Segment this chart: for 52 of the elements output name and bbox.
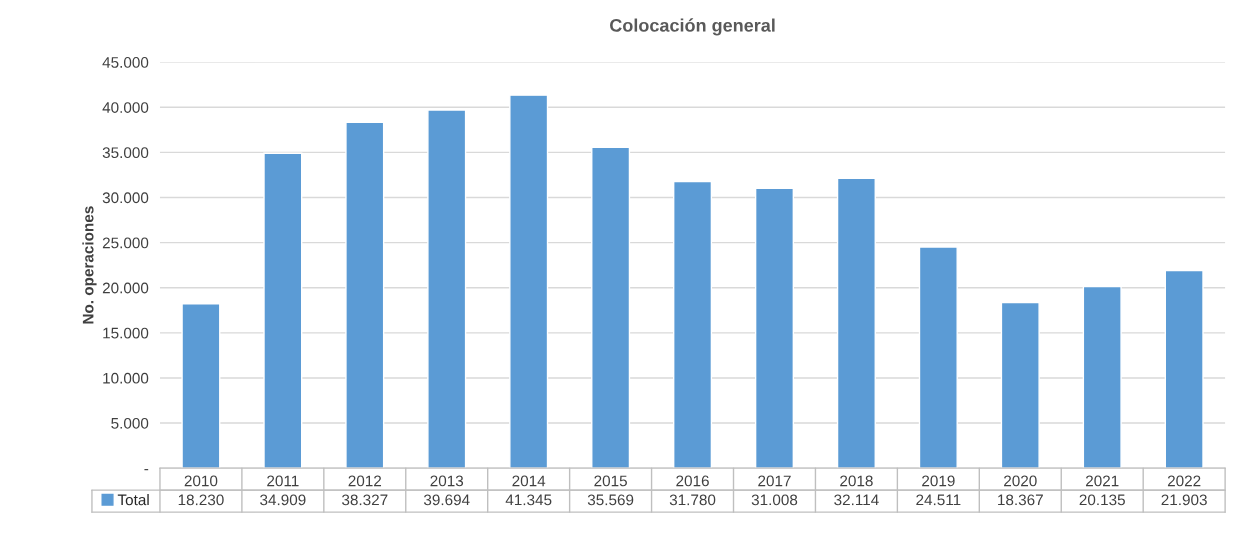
x-tick-label: 2015 (594, 475, 627, 487)
bar (181, 302, 221, 469)
bar (509, 94, 549, 469)
bar (754, 187, 795, 469)
x-tick-label: 2016 (676, 475, 709, 487)
x-tick-label: 2020 (1004, 475, 1037, 487)
data-label: 39.694 (423, 494, 470, 506)
y-tick-label: 20.000 (102, 282, 149, 294)
data-label: 38.327 (342, 494, 388, 506)
x-tick-label: 2022 (1167, 475, 1201, 487)
bar (1164, 269, 1204, 469)
data-label: 24.511 (916, 494, 961, 506)
bar (1000, 301, 1040, 469)
x-tick-label: 2014 (512, 475, 546, 487)
data-label: 18.230 (178, 494, 224, 506)
y-tick-label: 40.000 (102, 102, 149, 113)
x-tick-label: 2012 (348, 475, 382, 487)
bar (1082, 285, 1122, 469)
x-tick-label: 2010 (184, 475, 218, 487)
y-tick-label: 15.000 (103, 327, 149, 339)
y-tick-label: 5.000 (111, 417, 149, 429)
x-tick-label: 2019 (922, 475, 955, 487)
data-label: 34.909 (260, 494, 306, 506)
bar (672, 180, 713, 469)
data-label: 31.780 (669, 494, 716, 506)
data-label: 21.903 (1161, 494, 1207, 506)
y-tick-label: 35.000 (102, 147, 149, 159)
bar (836, 177, 876, 469)
bar (427, 109, 467, 469)
bar (591, 146, 631, 469)
data-label: 20.135 (1079, 494, 1125, 506)
legend-label: Total (117, 494, 149, 506)
x-tick-label: 2018 (840, 475, 873, 487)
data-label: 35.569 (587, 494, 634, 506)
bar (918, 246, 958, 469)
y-tick-label: 30.000 (102, 192, 149, 204)
bar (345, 121, 385, 469)
x-tick-label: 2013 (430, 475, 464, 487)
x-tick-label: 2017 (758, 475, 791, 487)
y-tick-label: 10.000 (103, 372, 149, 384)
y-axis-title: No. operaciones (82, 206, 97, 324)
data-label: 31.008 (751, 494, 798, 506)
y-tick-label: 45.000 (102, 57, 149, 68)
y-tick-label: - (144, 469, 149, 471)
data-label: 41.345 (505, 494, 552, 506)
y-tick-label: 25.000 (102, 237, 149, 249)
data-label: 32.114 (834, 494, 879, 506)
chart-title: Colocación general (610, 18, 775, 36)
data-label: 18.367 (998, 494, 1043, 506)
bar (263, 152, 303, 469)
x-tick-label: 2021 (1085, 475, 1119, 487)
x-tick-label: 2011 (267, 475, 299, 487)
